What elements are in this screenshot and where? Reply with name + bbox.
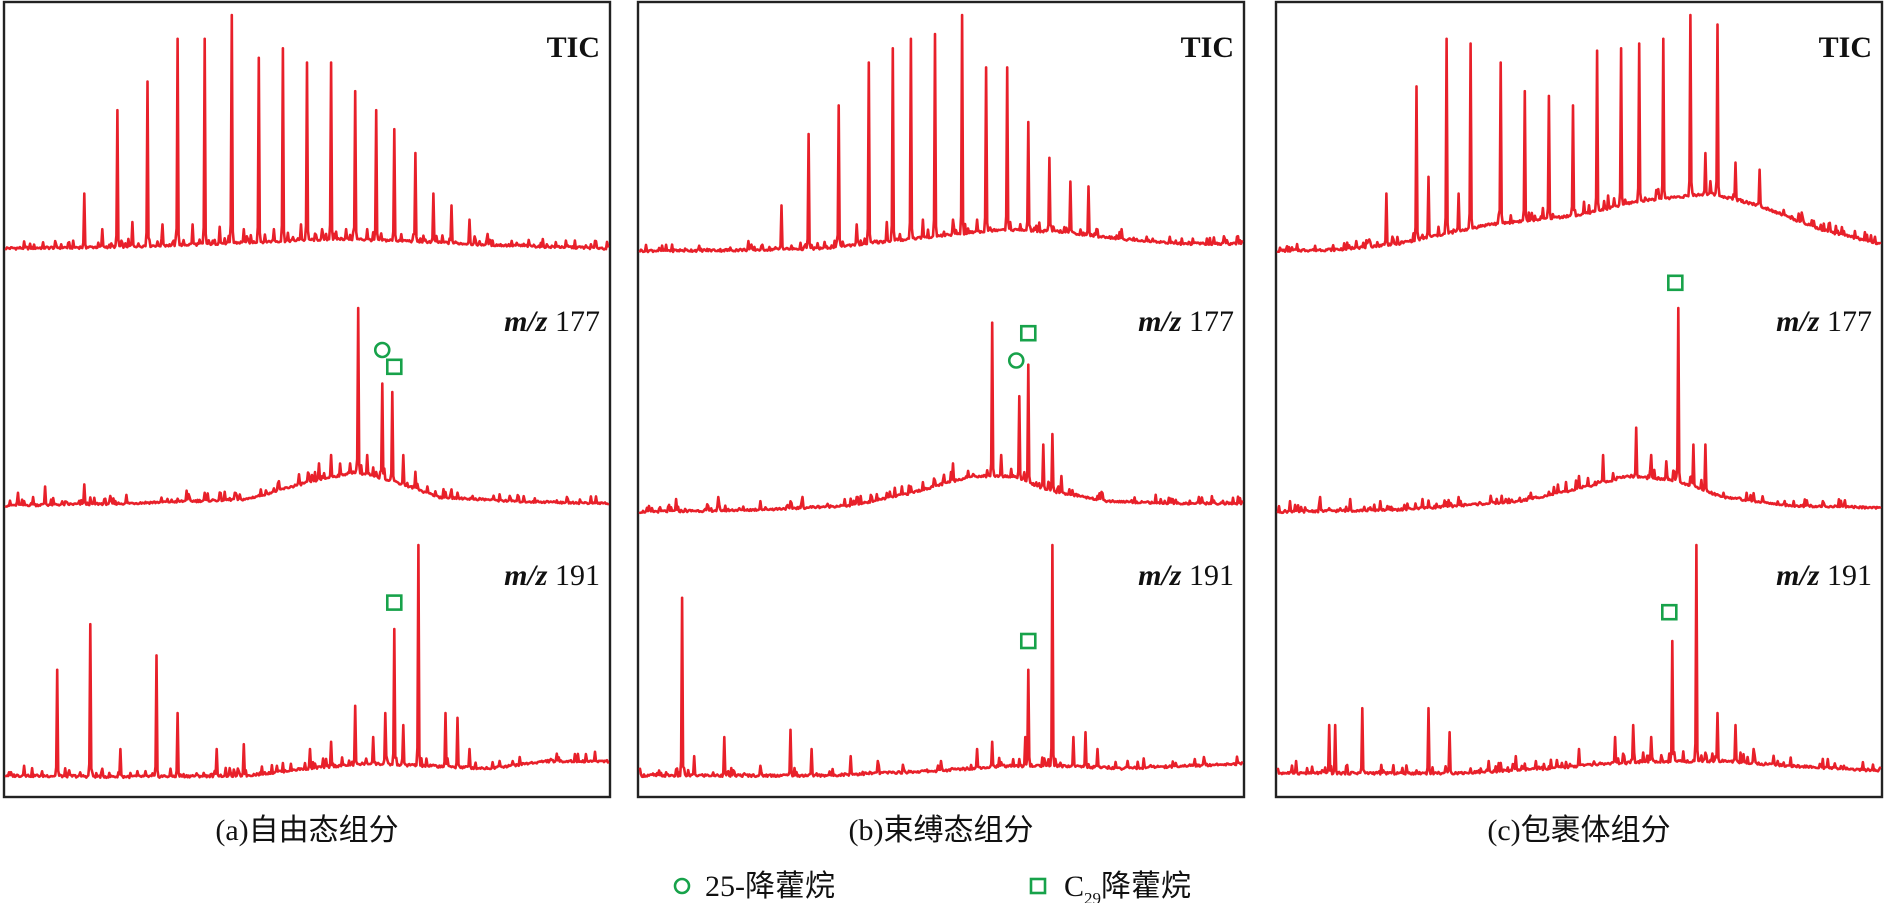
marker-c29-norhopane xyxy=(385,358,403,376)
trace-tic: TIC xyxy=(638,13,1244,254)
trace-line xyxy=(1276,306,1882,515)
panel-frame xyxy=(2,0,612,799)
marker-25-norhopane xyxy=(373,341,391,359)
trace-label: m/z 177 xyxy=(1138,305,1234,338)
trace-line xyxy=(4,13,610,251)
trace-line xyxy=(1276,543,1882,776)
trace-line xyxy=(1276,13,1882,253)
marker-c29-norhopane xyxy=(385,594,403,611)
trace-line xyxy=(638,13,1244,254)
trace-label: m/z 191 xyxy=(1138,559,1234,592)
trace-tic: TIC xyxy=(4,13,610,251)
trace-m-z-191: m/z 191 xyxy=(4,543,610,780)
marker-c29-norhopane xyxy=(1019,632,1037,650)
marker-c29-norhopane xyxy=(1019,324,1037,342)
trace-label: TIC xyxy=(547,31,600,64)
trace-line xyxy=(638,543,1244,779)
panel-caption: (a)自由态组分 xyxy=(215,814,398,847)
panel-frame xyxy=(636,0,1246,799)
trace-m-z-177: m/z 177 xyxy=(1276,274,1882,515)
trace-label: m/z 177 xyxy=(504,305,600,338)
legend: 25-降藿烷 C29降藿烷 xyxy=(673,870,1191,903)
trace-m-z-191: m/z 191 xyxy=(638,543,1244,779)
trace-label: TIC xyxy=(1181,31,1234,64)
marker-c29-norhopane xyxy=(1667,274,1684,292)
trace-label: m/z 191 xyxy=(504,559,600,592)
panel-caption: (c)包裹体组分 xyxy=(1487,814,1670,847)
trace-line xyxy=(638,321,1244,515)
legend-square-symbol xyxy=(1029,877,1047,895)
trace-line xyxy=(4,306,610,508)
panel-caption: (b)束缚态组分 xyxy=(849,814,1034,847)
trace-tic: TIC xyxy=(1276,13,1882,253)
panel-a: TIC m/z 177 m/z 191 (a)自由态组分 xyxy=(2,0,612,847)
legend-label-c29-norhopane: C29降藿烷 xyxy=(1064,870,1191,903)
trace-label: m/z 177 xyxy=(1776,305,1872,338)
panel-c: TIC m/z 177 m/z 191 (c)包裹体组分 xyxy=(1274,0,1884,847)
marker-c29-norhopane xyxy=(1661,603,1678,621)
trace-m-z-177: m/z 177 xyxy=(4,305,610,508)
panel-frame xyxy=(1274,0,1884,799)
trace-label: TIC xyxy=(1819,31,1872,64)
marker-25-norhopane xyxy=(1007,352,1025,369)
trace-m-z-177: m/z 177 xyxy=(638,305,1244,515)
trace-m-z-191: m/z 191 xyxy=(1276,543,1882,776)
legend-circle-symbol xyxy=(673,877,691,895)
trace-line xyxy=(4,543,610,780)
legend-label-25-norhopane: 25-降藿烷 xyxy=(705,870,835,903)
trace-label: m/z 191 xyxy=(1776,559,1872,592)
panel-b: TIC m/z 177 m/z 191 (b)束缚态组分 xyxy=(636,0,1246,847)
